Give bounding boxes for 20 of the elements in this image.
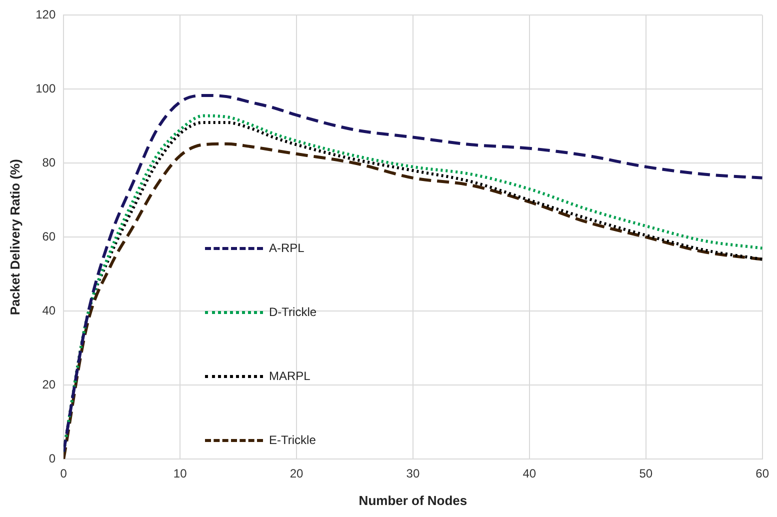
legend-label: D-Trickle — [269, 305, 317, 319]
legend-label: A-RPL — [269, 241, 304, 255]
x-tick-label: 10 — [173, 466, 188, 481]
y-axis-title: Packet Delivery Ratio (%) — [7, 159, 22, 316]
y-tick-label: 20 — [42, 377, 56, 392]
x-tick-label: 40 — [522, 466, 536, 481]
x-tick-label: 50 — [639, 466, 653, 481]
y-tick-label: 100 — [36, 81, 56, 96]
y-tick-label: 60 — [42, 229, 56, 244]
y-tick-label: 0 — [48, 451, 56, 466]
x-tick-label: 0 — [60, 466, 68, 481]
x-axis-title: Number of Nodes — [358, 492, 468, 508]
x-tick-label: 30 — [406, 466, 420, 481]
legend-label: E-Trickle — [269, 433, 316, 447]
y-tick-label: 80 — [42, 155, 56, 170]
x-tick-label: 20 — [290, 466, 304, 481]
legend-label: MARPL — [269, 369, 310, 383]
x-tick-label: 60 — [756, 466, 770, 481]
y-tick-label: 120 — [36, 8, 56, 22]
y-tick-label: 40 — [42, 303, 56, 318]
